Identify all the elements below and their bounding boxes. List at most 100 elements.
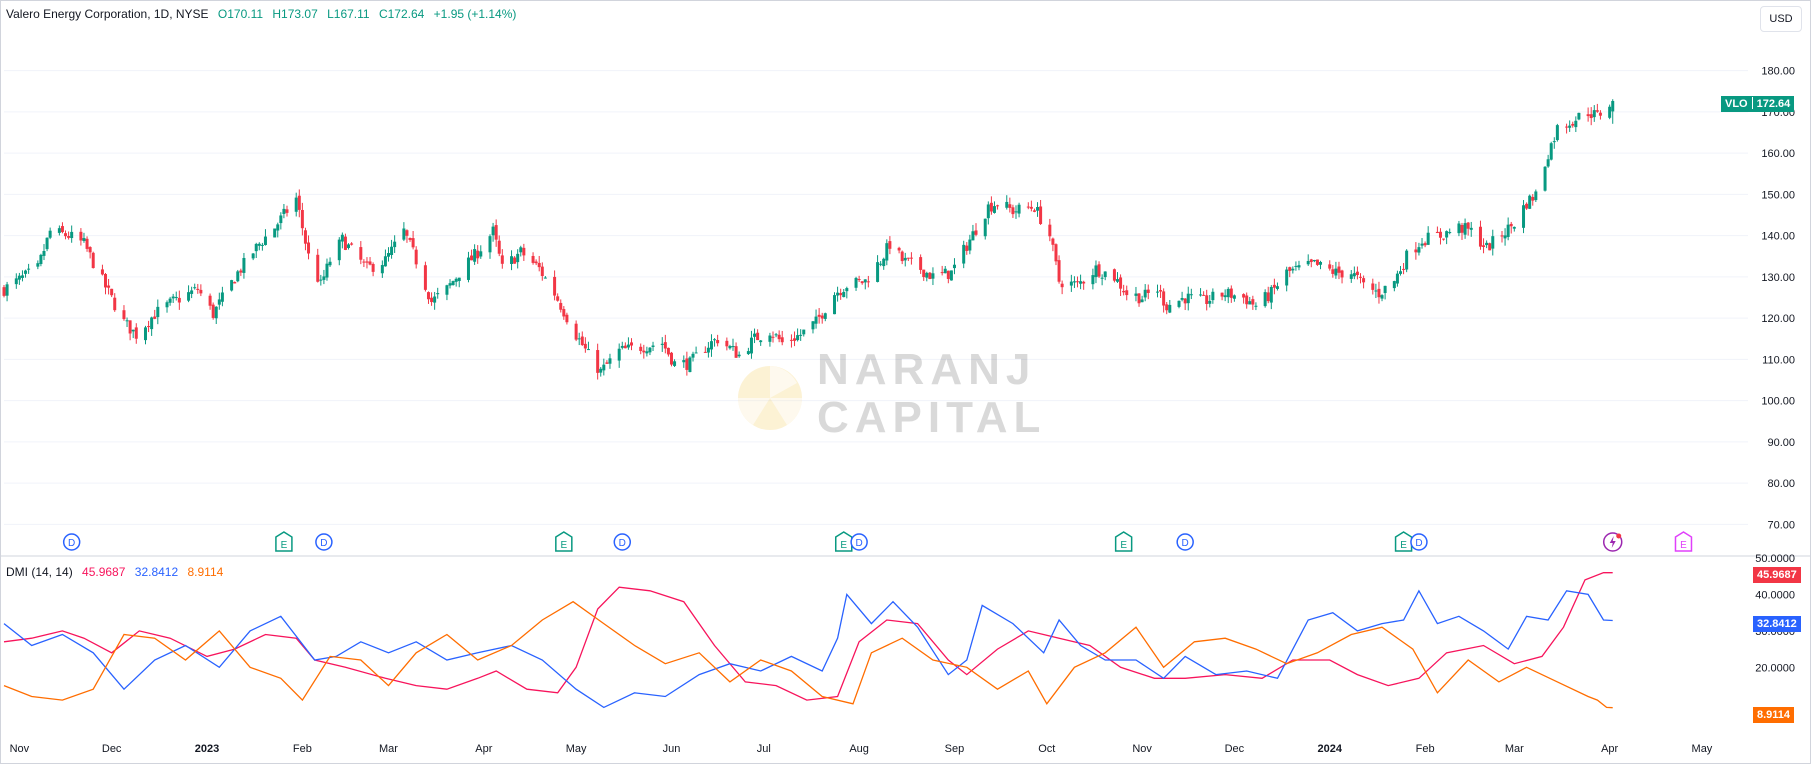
candle-body: [962, 244, 966, 264]
candle-body: [1525, 203, 1529, 209]
candle-body: [734, 346, 738, 358]
price-tick-label: 70.00: [1767, 519, 1795, 531]
time-tick-label: Jul: [757, 743, 771, 755]
watermark-line2: CAPITAL: [817, 393, 1047, 442]
candle-body: [17, 275, 21, 280]
currency-button[interactable]: USD: [1760, 6, 1802, 32]
candle-body: [208, 295, 212, 306]
candle-body: [285, 209, 289, 213]
plus-di-badge: 45.9687: [1753, 567, 1801, 583]
dmi-label[interactable]: DMI (14, 14): [6, 565, 73, 579]
candle-body: [900, 251, 904, 262]
candle-body: [488, 236, 492, 253]
candle-body: [823, 313, 827, 319]
candle-body: [577, 338, 581, 340]
price-change: +1.95 (+1.14%): [433, 7, 517, 21]
candle-body: [1442, 238, 1446, 240]
candle-body: [599, 368, 603, 373]
time-tick-label: May: [1692, 743, 1713, 755]
candle-body: [1371, 283, 1375, 290]
candle-body: [1500, 235, 1504, 237]
candle-body: [319, 279, 323, 281]
candle-body: [1140, 299, 1144, 303]
candle-body: [728, 346, 732, 349]
candle-body: [1395, 273, 1399, 284]
candle-body: [362, 261, 366, 263]
earnings-marker-label: E: [1120, 540, 1127, 551]
candle-body: [1531, 196, 1535, 201]
candles-layer: [2, 99, 1615, 380]
candle-body: [236, 271, 240, 282]
candle-body: [39, 254, 43, 265]
candle-body: [1014, 211, 1018, 213]
candle-body: [1082, 281, 1086, 284]
candle-body: [380, 265, 384, 274]
candle-body: [1205, 295, 1209, 304]
candle-body: [1057, 260, 1061, 282]
candle-body: [414, 249, 418, 265]
candle-body: [217, 299, 221, 305]
candle-body: [713, 339, 717, 341]
candle-body: [70, 231, 74, 239]
price-axis[interactable]: 70.00 80.00 90.00 100.00 110.00 120.00 130.00 1…: [1761, 66, 1795, 532]
candle-body: [1165, 304, 1169, 311]
symbol-title[interactable]: Valero Energy Corporation, 1D, NYSE: [6, 7, 209, 21]
candle-body: [952, 264, 956, 269]
candle-body: [903, 257, 907, 261]
candle-body: [1552, 141, 1556, 143]
candle-body: [100, 269, 104, 275]
dmi-header: DMI (14, 14) 45.9687 32.8412 8.9114: [6, 565, 229, 579]
candle-body: [1423, 243, 1427, 246]
candle-body: [940, 272, 944, 274]
candle-body: [1543, 166, 1547, 191]
candle-body: [260, 244, 264, 246]
candle-body: [1159, 290, 1163, 292]
candle-body: [1555, 125, 1559, 141]
dividend-marker-label: D: [320, 538, 327, 549]
candle-body: [383, 256, 387, 267]
candle-body: [131, 329, 135, 332]
candle-body: [110, 288, 114, 296]
candle-body: [1460, 224, 1464, 233]
candle-body: [1362, 278, 1366, 283]
candle-body: [340, 234, 344, 242]
candle-body: [88, 247, 92, 253]
candle-body: [1186, 293, 1190, 304]
candle-body: [24, 270, 28, 274]
candle-body: [943, 268, 947, 274]
candle-body: [436, 293, 440, 295]
candle-body: [780, 337, 784, 343]
candle-body: [663, 342, 667, 349]
candle-body: [1183, 298, 1187, 304]
candle-body: [187, 292, 191, 301]
candle-body: [1232, 295, 1236, 299]
candle-body: [1315, 259, 1319, 265]
candle-body: [350, 243, 354, 245]
candle-body: [79, 231, 83, 241]
candle-body: [1334, 268, 1338, 276]
price-header: Valero Energy Corporation, 1D, NYSE O170…: [6, 7, 522, 21]
candle-body: [1266, 292, 1270, 302]
candle-body: [85, 238, 89, 249]
candle-body: [799, 334, 803, 336]
candle-body: [703, 351, 707, 353]
candle-body: [156, 306, 160, 318]
candle-body: [426, 292, 430, 300]
candle-body: [1466, 222, 1470, 229]
candle-body: [1226, 288, 1230, 298]
time-axis[interactable]: Nov Dec 2023 Feb Mar Apr May Jun Jul Aug Sep Oct Nov…: [10, 743, 1713, 755]
candle-body: [1100, 277, 1104, 279]
candle-body: [1420, 243, 1424, 246]
candle-body: [1048, 224, 1052, 237]
candle-body: [608, 358, 612, 364]
candle-body: [1017, 204, 1021, 214]
candle-body: [1285, 269, 1289, 286]
candle-body: [1383, 285, 1387, 294]
candle-body: [451, 281, 455, 286]
candle-body: [405, 230, 409, 236]
candle-body: [433, 296, 437, 303]
candle-body: [1202, 294, 1206, 296]
candle-body: [1546, 159, 1550, 167]
candle-body: [1392, 281, 1396, 289]
